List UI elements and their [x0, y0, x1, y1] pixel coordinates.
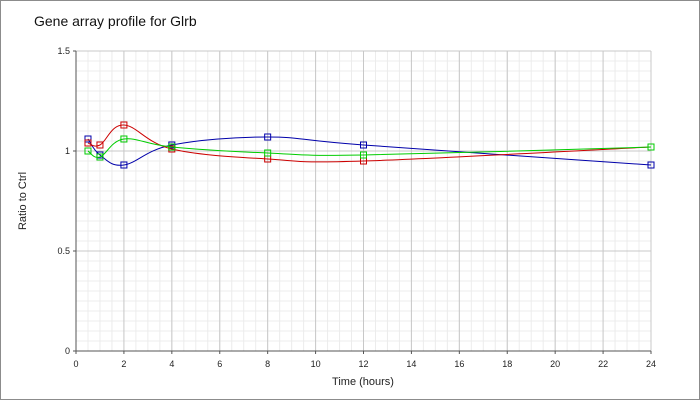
x-tick-label: 8	[265, 359, 270, 369]
x-tick-label: 0	[73, 359, 78, 369]
data-point-marker	[120, 121, 128, 129]
x-tick-label: 22	[598, 359, 608, 369]
y-tick-label: 1	[65, 146, 70, 156]
x-tick-label: 14	[406, 359, 416, 369]
chart-title: Gene array profile for Glrb	[34, 13, 197, 29]
x-axis-label: Time (hours)	[332, 376, 394, 388]
data-point-marker	[96, 153, 104, 161]
series-layer	[84, 121, 655, 169]
y-tick-label: 0.5	[57, 246, 70, 256]
data-point-marker	[120, 135, 128, 143]
data-point-marker	[120, 161, 128, 169]
x-tick-label: 10	[311, 359, 321, 369]
x-tick-label: 4	[169, 359, 174, 369]
data-point-marker	[168, 143, 176, 151]
data-point-marker	[84, 147, 92, 155]
x-tick-label: 24	[646, 359, 656, 369]
data-point-marker	[264, 149, 272, 157]
data-point-marker	[360, 151, 367, 159]
x-tick-label: 6	[217, 359, 222, 369]
y-tick-label: 0	[65, 346, 70, 356]
y-tick-label: 1.5	[57, 46, 70, 56]
data-point-marker	[360, 141, 367, 149]
x-tick-label: 16	[454, 359, 464, 369]
x-tick-label: 20	[550, 359, 560, 369]
x-tick-label: 18	[502, 359, 512, 369]
data-point-marker	[84, 139, 92, 147]
data-point-marker	[84, 135, 92, 143]
data-point-marker	[264, 133, 272, 141]
data-point-marker	[647, 143, 655, 151]
y-axis-ticks: 0 0.5 1 1.5	[57, 46, 76, 356]
y-axis-label: Ratio to Ctrl	[17, 172, 29, 230]
x-tick-label: 12	[358, 359, 368, 369]
x-axis-ticks: 0 2 4 6 8 10 12 14 16 18 20 22 24	[73, 351, 656, 369]
x-tick-label: 2	[121, 359, 126, 369]
data-point-marker	[96, 141, 104, 149]
data-point-marker	[647, 161, 655, 169]
